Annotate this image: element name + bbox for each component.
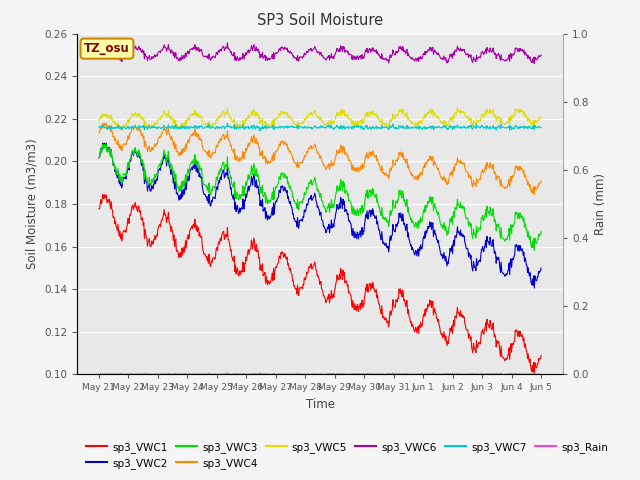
Text: TZ_osu: TZ_osu [84, 42, 130, 55]
Legend: sp3_VWC1, sp3_VWC2, sp3_VWC3, sp3_VWC4, sp3_VWC5, sp3_VWC6, sp3_VWC7, sp3_Rain: sp3_VWC1, sp3_VWC2, sp3_VWC3, sp3_VWC4, … [82, 438, 612, 473]
X-axis label: Time: Time [305, 398, 335, 411]
Title: SP3 Soil Moisture: SP3 Soil Moisture [257, 13, 383, 28]
Y-axis label: Rain (mm): Rain (mm) [595, 173, 607, 235]
Y-axis label: Soil Moisture (m3/m3): Soil Moisture (m3/m3) [26, 139, 38, 269]
